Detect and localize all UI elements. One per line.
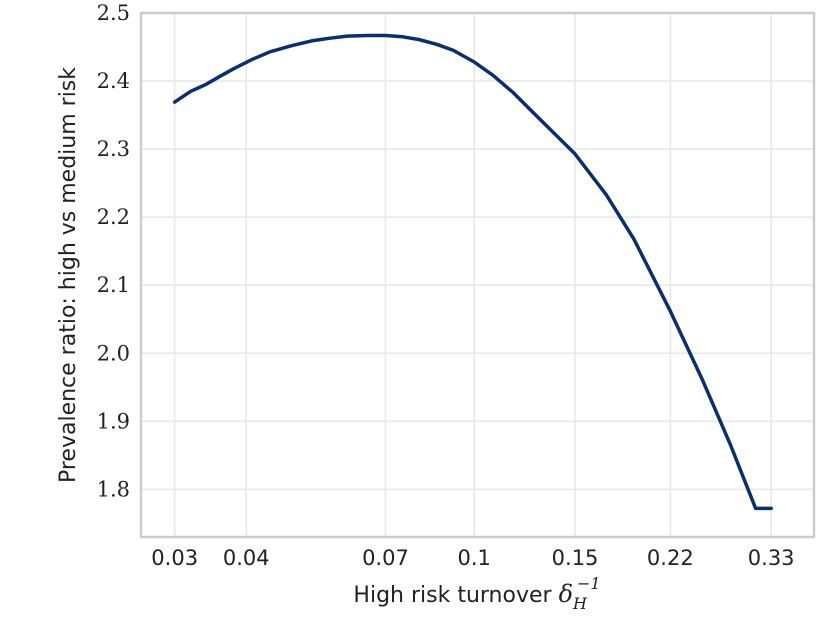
x-axis-symbol: δ (559, 580, 573, 608)
x-tick-label: 0.04 (223, 546, 270, 570)
y-tick-label: 1.9 (97, 409, 130, 433)
x-axis-title: High risk turnover δH−1 (353, 574, 600, 613)
y-tick-label: 2.4 (97, 69, 130, 93)
y-tick-label: 2.3 (97, 137, 130, 161)
x-axis-superscript: −1 (577, 574, 601, 593)
y-tick-label: 1.8 (97, 477, 130, 501)
x-tick-label: 0.22 (647, 546, 694, 570)
y-tick-labels: 1.8 1.9 2.0 2.1 2.2 2.3 2.4 2.5 (97, 1, 130, 501)
x-tick-labels: 0.03 0.04 0.07 0.1 0.15 0.22 0.33 (151, 546, 794, 570)
x-tick-label: 0.15 (552, 546, 599, 570)
plot-background (141, 13, 814, 537)
y-tick-label: 2.0 (97, 341, 130, 365)
plot-frame (139, 11, 816, 539)
y-axis-title: Prevalence ratio: high vs medium risk (56, 67, 81, 483)
y-tick-label: 2.2 (97, 205, 130, 229)
x-tick-label: 0.07 (362, 546, 409, 570)
series-line (172, 33, 773, 511)
grid (141, 12, 814, 537)
y-tick-label: 2.5 (97, 1, 130, 25)
x-tick-label: 0.1 (457, 546, 490, 570)
series-group (172, 33, 773, 511)
y-tick-label: 2.1 (97, 273, 130, 297)
x-axis-subscript: H (572, 594, 588, 613)
x-tick-label: 0.03 (151, 546, 198, 570)
x-axis-title-text: High risk turnover (353, 583, 552, 608)
x-tick-label: 0.33 (748, 546, 795, 570)
